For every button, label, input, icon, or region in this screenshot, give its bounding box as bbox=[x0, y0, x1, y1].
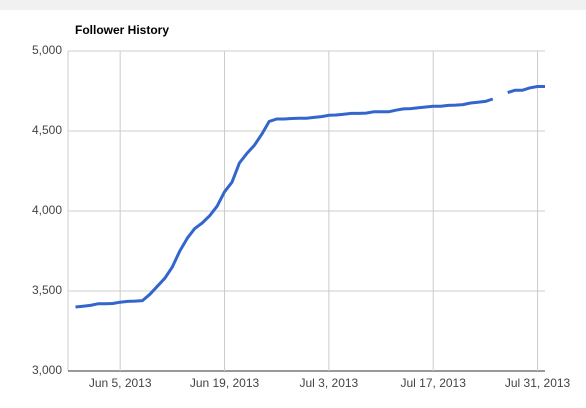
x-tick-label: Jun 5, 2013 bbox=[89, 376, 152, 390]
x-tick-label: Jun 19, 2013 bbox=[190, 376, 260, 390]
x-tick-label: Jul 31, 2013 bbox=[505, 376, 571, 390]
top-band bbox=[0, 0, 586, 10]
series-line bbox=[75, 85, 545, 309]
y-tick-label: 3,500 bbox=[32, 283, 62, 297]
y-tick-label: 4,000 bbox=[32, 203, 62, 217]
y-tick-label: 5,000 bbox=[32, 43, 62, 57]
y-tick-label: 3,000 bbox=[32, 363, 62, 377]
x-tick-label: Jul 3, 2013 bbox=[300, 376, 359, 390]
chart-title: Follower History bbox=[75, 23, 169, 37]
y-tick-label: 4,500 bbox=[32, 123, 62, 137]
x-tick-label: Jul 17, 2013 bbox=[401, 376, 467, 390]
